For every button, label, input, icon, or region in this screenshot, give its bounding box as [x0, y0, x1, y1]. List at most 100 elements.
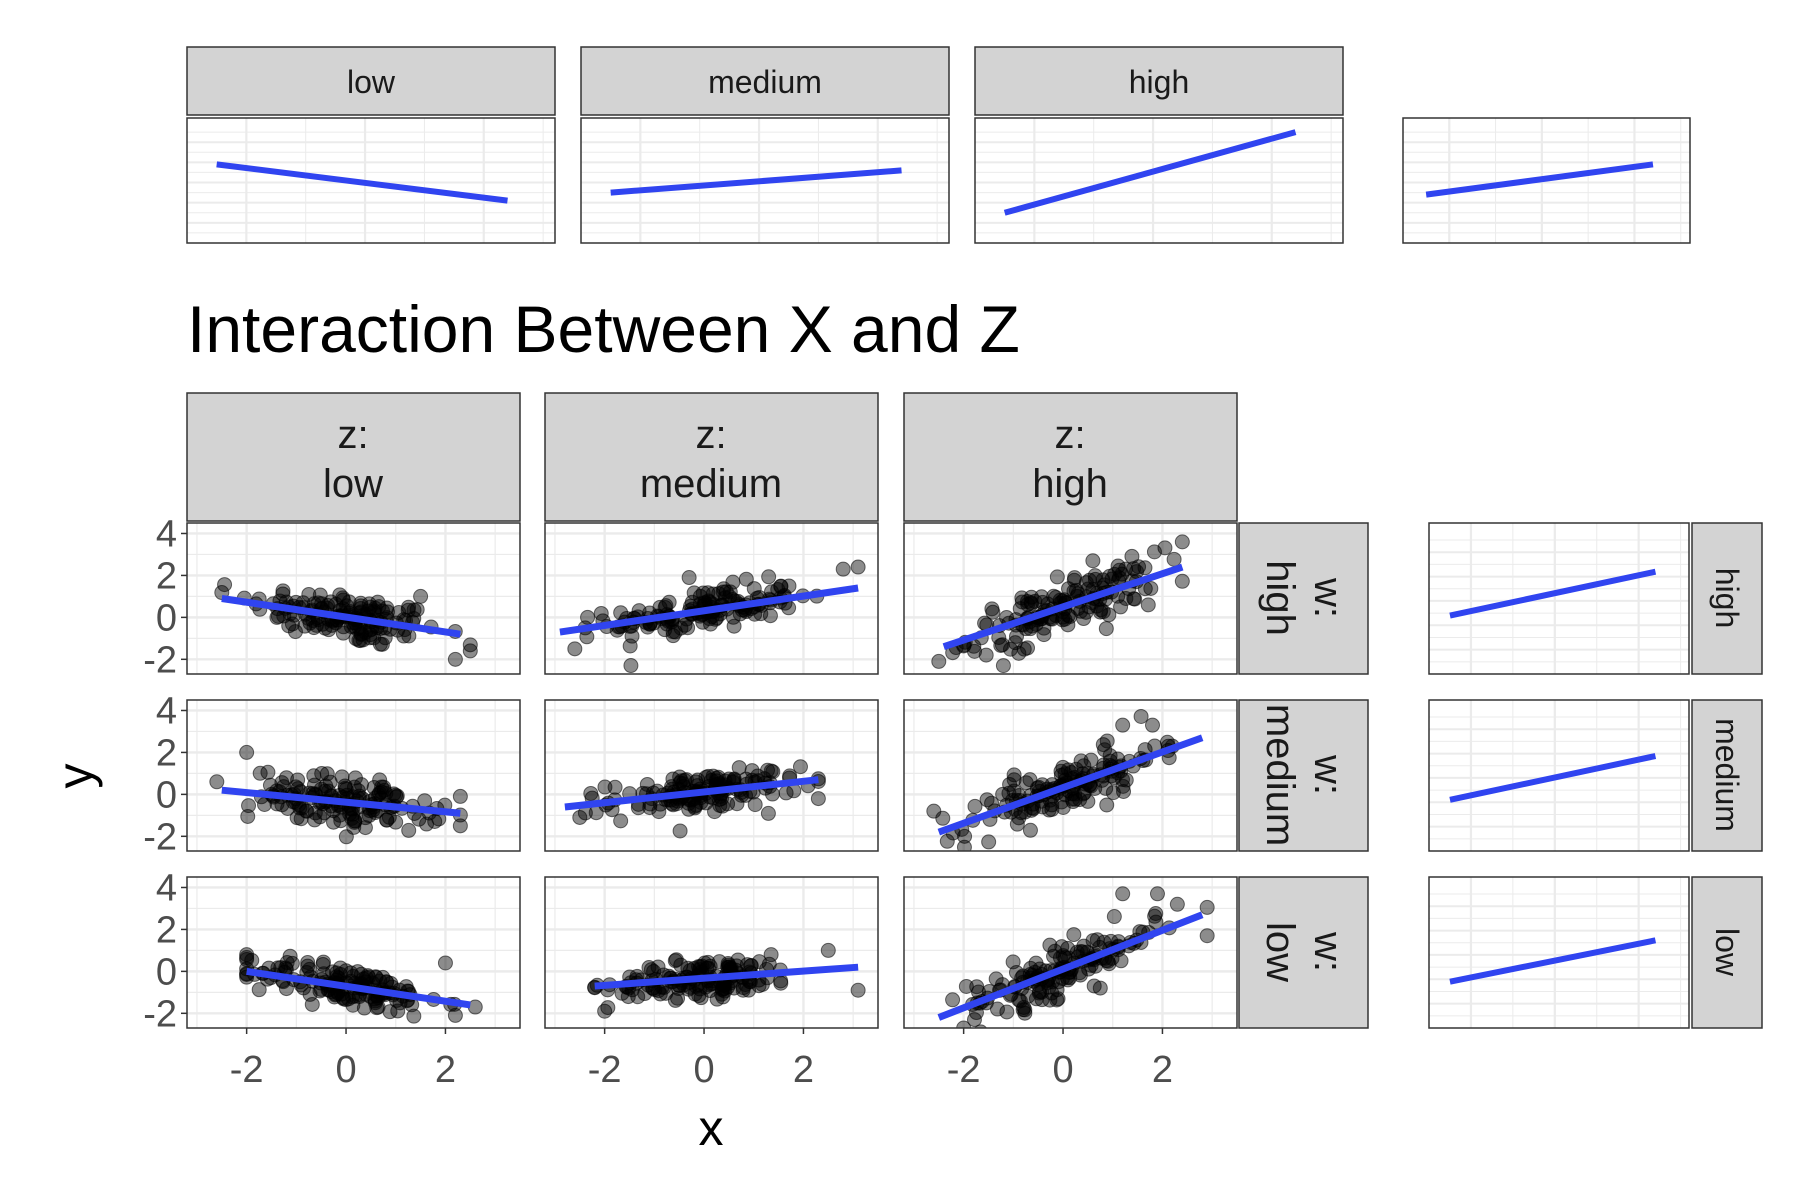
z-strip-high-level: high [1032, 462, 1108, 506]
panel-w-high-z-low-border [186, 522, 521, 675]
panel-w-medium-z-high-point [1055, 759, 1071, 775]
panel-w-medium-z-medium-point [703, 772, 719, 788]
panel-w-medium-z-medium-point [731, 760, 747, 776]
panel-w-low-z-medium-point [751, 954, 767, 970]
panel-w-low-z-high-plot-area [937, 886, 1215, 1028]
top-panel-high [974, 117, 1344, 244]
w-strip-low: w: low [1238, 876, 1369, 1029]
panel-w-high-z-high-point [1131, 559, 1147, 575]
w-strip-low-box [1238, 876, 1369, 1029]
panel-w-low-z-high-point [1085, 933, 1101, 949]
panel-w-low-z-high-point [1052, 950, 1068, 966]
top-strip-low-label: low [347, 64, 396, 100]
panel-w-low-z-medium-point [850, 982, 866, 998]
x-axis-title: x [699, 1100, 724, 1156]
side-strip-medium: medium [1691, 699, 1763, 852]
panel-w-high-z-low-point [413, 588, 429, 604]
panel-w-high-z-high-point [1009, 628, 1025, 644]
top-panel-low-border [186, 117, 556, 244]
x-tick-labels: -2 0 2 -2 0 2 -2 0 2 [230, 1028, 1173, 1091]
z-strip-low-level: low [323, 462, 383, 506]
panel-w-low-z-medium-point [709, 991, 725, 1007]
panel-w-high-z-high-point [1174, 534, 1190, 550]
panel-w-medium-z-low-border [186, 699, 521, 852]
panel-w-low-z-low-point [316, 966, 332, 982]
panel-w-medium-z-high-point [957, 828, 973, 844]
panel-w-high-z-low-point [275, 583, 291, 599]
panel-w-low-z-high-fit-line [937, 911, 1204, 1021]
panel-w-high-z-low-point [314, 616, 330, 632]
panel-w-high-z-medium-border [544, 522, 879, 675]
panel-w-high-z-low-plot-area [214, 577, 478, 667]
panel-w-high-z-high-point [1023, 595, 1039, 611]
panel-w-high-z-low-point [284, 616, 300, 632]
panel-w-medium-z-low-point [240, 808, 256, 824]
w-strip-low-level: low [1258, 922, 1302, 982]
panel-w-medium-z-high-point [1080, 793, 1096, 809]
panel-w-low-z-high-point [999, 1004, 1015, 1020]
y-tick-label: -2 [143, 639, 177, 681]
w-strip-high: w: high [1238, 522, 1369, 675]
panel-w-low-z-high-point [1086, 978, 1102, 994]
panel-w-low-z-low-point [406, 1008, 422, 1024]
x-tick-label: -2 [588, 1049, 622, 1091]
panel-w-low-z-medium-point [773, 975, 789, 991]
panel-w-low-z-high-point [1106, 909, 1122, 925]
panel-w-high-z-medium-point [623, 658, 639, 674]
panel-w-medium-z-medium-point [672, 823, 688, 839]
panel-w-high-z-medium-point [738, 571, 754, 587]
panel-w-low-z-low-point [383, 975, 399, 991]
panel-w-high-z-medium-point [761, 569, 777, 585]
panel-w-low-z-medium-point [754, 976, 770, 992]
z-strip-high-box [903, 392, 1238, 522]
side-panel-medium [1428, 699, 1690, 852]
side-panel-medium-border [1428, 699, 1690, 852]
panel-w-low-z-low-point [325, 964, 341, 980]
x-tick-label: 0 [1052, 1049, 1073, 1091]
x-tick-label: 2 [435, 1049, 456, 1091]
panel-w-low-z-high-point [1169, 896, 1185, 912]
panel-w-medium-z-medium-point [613, 813, 629, 829]
panel-w-medium-z-high-point [1006, 783, 1022, 799]
panel-w-medium-z-high-point [1116, 783, 1132, 799]
panel-w-low-z-medium-border [544, 876, 879, 1029]
side-panels [1428, 522, 1690, 1029]
y-tick-label: 4 [156, 513, 177, 555]
top-facet-row: low medium high [186, 46, 1691, 244]
side-panel-high-border [1428, 522, 1690, 675]
side-strip-low-box [1691, 876, 1763, 1029]
panel-w-low-z-low-fit-line [246, 967, 471, 1009]
panel-w-medium-z-medium-point [760, 762, 776, 778]
panel-w-medium-z-low-point [314, 766, 330, 782]
panel-w-low-z-low-point [300, 958, 316, 974]
panel-w-medium-z-low-point [347, 770, 363, 786]
panel-w-high-z-low-point [335, 590, 351, 606]
panel-w-low-z-medium-point [737, 977, 753, 993]
panel-w-high-z-low [186, 522, 521, 675]
z-strip-medium-box [544, 392, 879, 522]
panel-w-medium-z-medium-point [583, 785, 599, 801]
side-strip-high: high [1691, 522, 1763, 675]
panel-w-medium-z-high-point [1076, 785, 1092, 801]
panel-w-low-z-high-point [1199, 899, 1215, 915]
panel-w-high-z-high-point [1113, 599, 1129, 615]
panel-w-medium-z-low-point [239, 744, 255, 760]
panel-w-medium-z-low-point [452, 818, 468, 834]
panel-w-medium-z-low-point [379, 812, 395, 828]
panel-w-low-z-high-point [1115, 886, 1131, 902]
w-strip-high-prefix: w: [1306, 577, 1350, 618]
y-tick-label: 0 [156, 951, 177, 993]
panel-w-high-z-high-border [903, 522, 1238, 675]
panel-w-high-z-high-point [994, 637, 1010, 653]
panel-w-high-z-low-point [301, 586, 317, 602]
side-strip-high-label: high [1709, 568, 1745, 629]
top-strip-low: low [186, 46, 556, 116]
panel-w-medium-z-low-point [333, 813, 349, 829]
panel-w-high-z-medium-fit-line [559, 584, 859, 636]
y-tick-label: 2 [156, 555, 177, 597]
y-tick-label: 0 [156, 597, 177, 639]
panel-w-high-z-high-point [1104, 571, 1120, 587]
panel-w-low-z-low-point [369, 1000, 385, 1016]
z-strip-low-prefix: z: [337, 413, 368, 457]
